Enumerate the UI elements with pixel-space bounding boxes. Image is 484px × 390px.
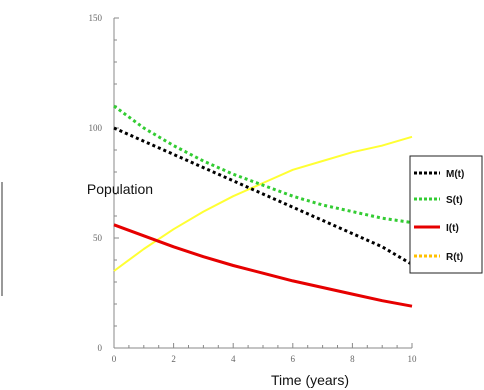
chart-series	[113, 104, 413, 308]
x-tick-label: 6	[291, 354, 296, 364]
y-tick-label: 50	[93, 233, 103, 243]
series-line-mt	[113, 126, 413, 266]
series-line-it	[113, 223, 413, 308]
x-tick-label: 0	[112, 354, 117, 364]
x-tick-label: 2	[171, 354, 176, 364]
x-axis-label: Time (years)	[271, 372, 349, 388]
legend-label: M(t)	[446, 169, 464, 180]
series-line-st	[113, 104, 413, 225]
y-tick-label: 150	[89, 13, 103, 23]
y-tick-label: 100	[89, 123, 103, 133]
legend-label: I(t)	[446, 223, 459, 234]
legend: M(t) S(t) I(t) R(t)	[409, 155, 483, 274]
x-tick-label: 4	[231, 354, 236, 364]
x-tick-label: 8	[350, 354, 355, 364]
legend-box	[409, 155, 483, 274]
x-tick-label: 10	[408, 354, 418, 364]
legend-label: R(t)	[446, 252, 463, 263]
y-tick-label: 0	[98, 343, 103, 353]
series-line-rt	[113, 135, 413, 272]
legend-label: S(t)	[446, 195, 463, 206]
y-axis-label: Population	[87, 181, 153, 197]
